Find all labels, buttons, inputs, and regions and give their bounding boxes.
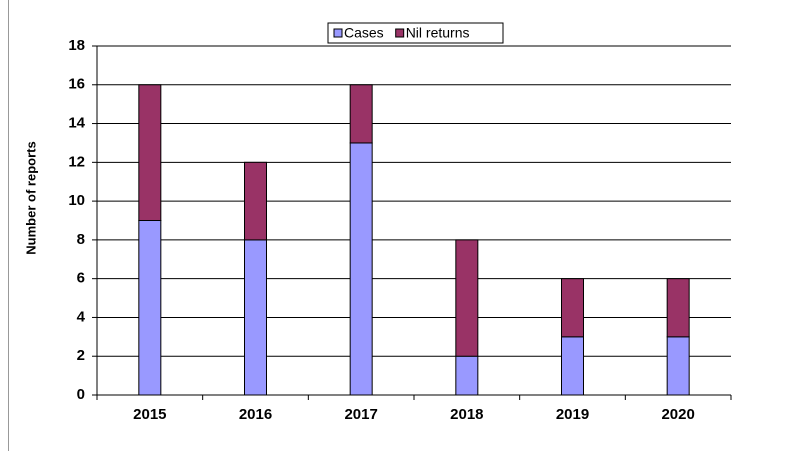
legend-box [327,22,504,44]
x-tick-label: 2017 [344,406,377,423]
bar-segment [138,84,162,222]
bar-segment [349,142,373,396]
x-tick-label: 2015 [133,406,166,423]
x-tick-label: 2020 [661,406,694,423]
y-tick-label: 16 [68,76,85,93]
bar-segment [455,239,479,357]
bar-segment [138,220,162,396]
bar-segment [666,336,690,396]
y-tick-label: 0 [77,386,85,403]
y-tick-label: 4 [77,308,86,325]
bar-segment [561,336,584,396]
x-tick-label: 2016 [239,406,272,423]
x-tick-label: 2018 [450,406,483,423]
bar-segment [349,84,373,144]
y-tick-label: 10 [68,192,85,209]
y-tick-label: 6 [77,270,85,287]
x-tick-label: 2019 [556,406,589,423]
y-axis-label: Number of reports [23,141,38,254]
bar-segment [666,278,690,338]
y-tick-label: 2 [77,347,85,364]
legend-swatch [395,28,405,38]
y-tick-label: 18 [68,37,85,54]
legend-swatch [333,28,343,38]
legend-label: Nil returns [406,25,470,41]
y-tick-label: 12 [68,153,85,170]
bar-segment [244,239,267,396]
y-tick-label: 8 [77,231,85,248]
legend-label: Cases [344,25,384,41]
bar-segment [244,161,267,241]
bar-segment [561,278,584,338]
y-tick-label: 14 [68,115,85,132]
bar-segment [455,355,479,396]
